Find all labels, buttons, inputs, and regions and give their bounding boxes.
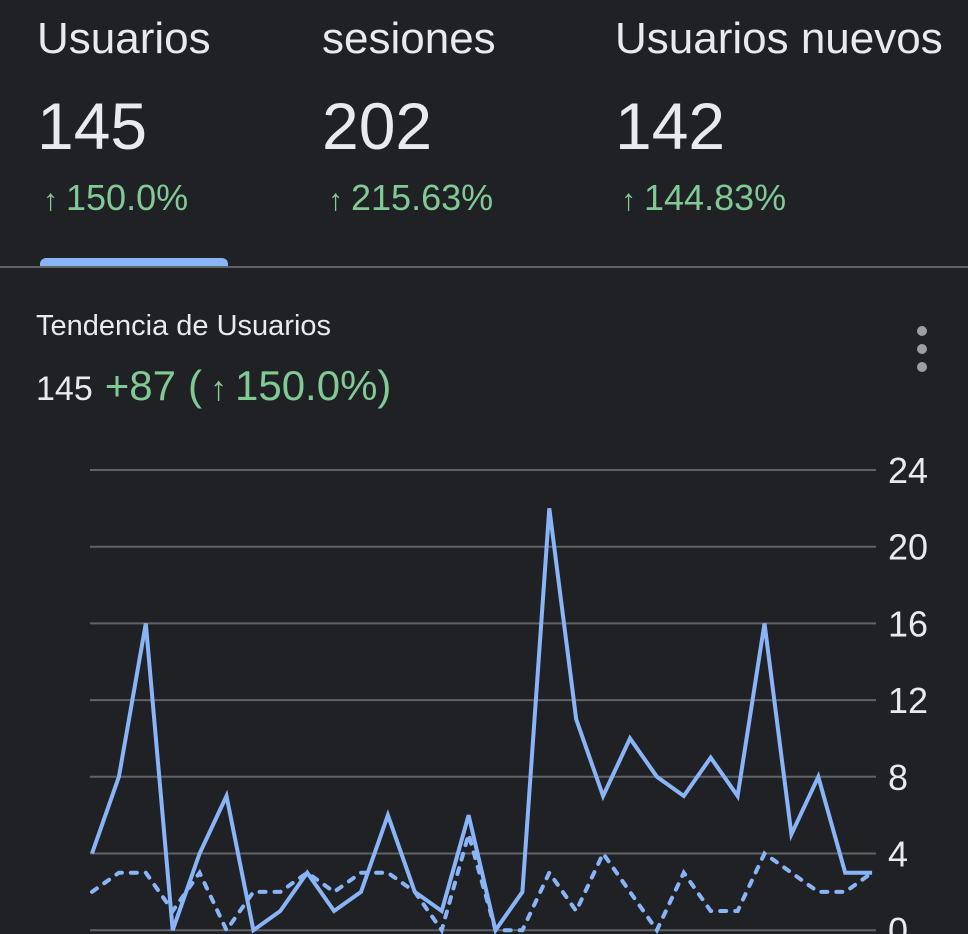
selected-tab-indicator — [40, 258, 228, 268]
arrow-up-icon: ↑ — [621, 184, 636, 217]
y-tick-label: 4 — [888, 834, 908, 875]
metric-delta: ↑ 144.83% — [621, 177, 786, 219]
summary-total: 145 — [36, 370, 93, 408]
metric-label: Usuarios nuevos — [615, 14, 943, 63]
metric-delta-text: 215.63% — [351, 177, 494, 218]
y-tick-label: 16 — [888, 603, 928, 644]
y-tick-label: 12 — [888, 680, 928, 721]
more-dot — [917, 326, 927, 336]
summary-change: +87 — [104, 362, 176, 409]
y-tick-label: 20 — [888, 527, 928, 568]
arrow-up-icon: ↑ — [43, 184, 58, 217]
metric-label: Usuarios — [37, 14, 211, 63]
series-line-current-period — [90, 508, 873, 934]
summary-paren: ( — [187, 362, 202, 409]
arrow-up-icon: ↑ — [328, 184, 343, 217]
metric-value: 142 — [615, 89, 726, 163]
more-vertical-icon[interactable] — [905, 320, 939, 378]
y-tick-label: 24 — [888, 450, 928, 491]
metric-value: 202 — [322, 89, 433, 163]
metric-delta-text: 150.0% — [66, 177, 189, 218]
trend-summary: 145 +87(↑ 150.0%) — [36, 362, 391, 410]
card-title: Tendencia de Usuarios — [36, 310, 332, 342]
more-dot — [917, 362, 927, 372]
metric-value: 145 — [37, 89, 148, 163]
more-dot — [917, 344, 927, 354]
metric-delta: ↑ 215.63% — [328, 177, 493, 219]
y-tick-label: 0 — [888, 910, 908, 934]
metric-delta: ↑ 150.0% — [43, 177, 188, 219]
trend-chart: 24 20 16 12 8 4 0 — [90, 450, 928, 934]
metric-delta-text: 144.83% — [644, 177, 787, 218]
metric-label: sesiones — [322, 14, 496, 63]
y-tick-label: 8 — [888, 757, 908, 798]
metrics-tabs: Usuarios 145 ↑ 150.0% sesiones 202 ↑ 215.6… — [0, 0, 968, 268]
series-line-previous-period — [90, 826, 875, 934]
arrow-up-icon: ↑ — [209, 370, 227, 408]
divider — [0, 266, 968, 268]
summary-percent: 150.0%) — [234, 362, 392, 409]
